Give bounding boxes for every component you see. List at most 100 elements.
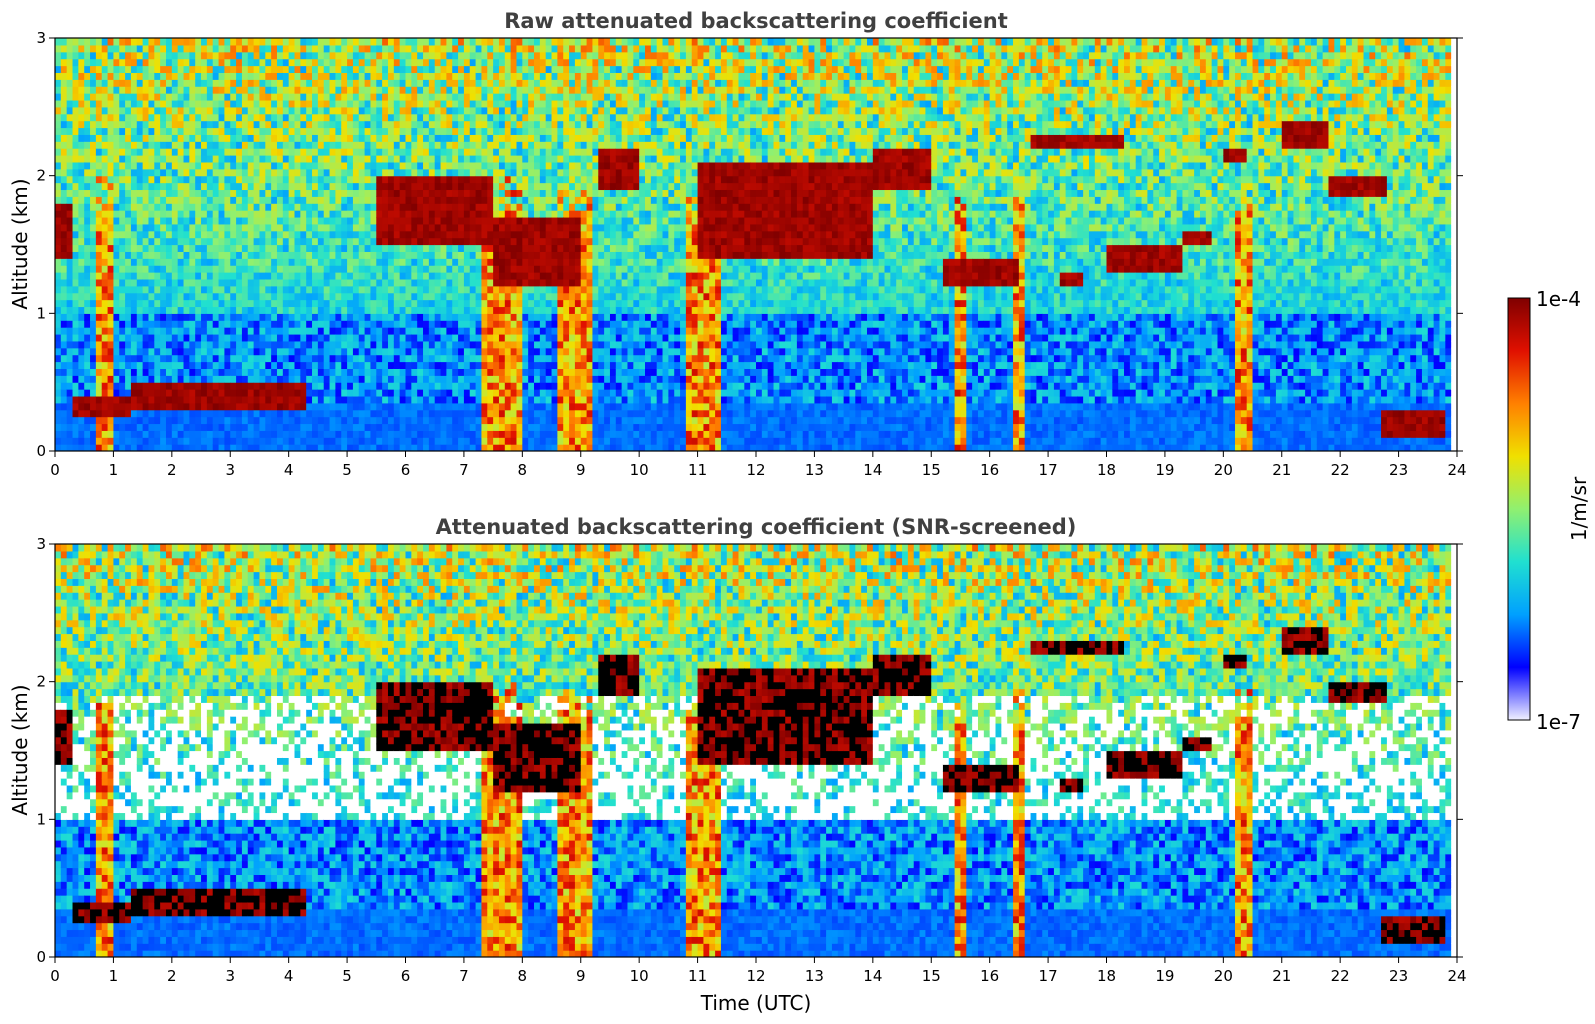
heatmap-cell	[312, 402, 319, 411]
heatmap-cell	[154, 430, 161, 438]
heatmap-cell	[405, 93, 412, 101]
heatmap-cell	[72, 320, 79, 328]
heatmap-cell	[84, 299, 91, 308]
heatmap-cell	[510, 244, 518, 252]
heatmap-cell	[224, 437, 231, 445]
heatmap-cell	[84, 175, 91, 184]
heatmap-cell	[469, 230, 477, 239]
heatmap-cell	[469, 189, 477, 197]
heatmap-cell	[241, 285, 249, 294]
heatmap-cell	[60, 409, 68, 418]
heatmap-cell	[183, 210, 190, 218]
heatmap-cell	[160, 65, 167, 74]
heatmap-cell	[341, 65, 348, 74]
heatmap-cell	[405, 106, 412, 115]
heatmap-cell	[224, 134, 231, 142]
heatmap-cell	[171, 437, 179, 445]
heatmap-cell	[423, 196, 430, 204]
heatmap-cell	[417, 272, 424, 280]
heatmap-cell	[458, 382, 465, 390]
heatmap-cell	[55, 258, 62, 266]
heatmap-cell	[504, 134, 512, 142]
heatmap-cell	[265, 333, 272, 342]
heatmap-cell	[469, 292, 477, 301]
heatmap-cell	[206, 58, 214, 67]
heatmap-cell	[189, 313, 196, 321]
heatmap-cell	[306, 444, 313, 451]
heatmap-cell	[294, 333, 301, 342]
heatmap-cell	[487, 175, 494, 184]
heatmap-cell	[376, 223, 383, 232]
heatmap-cell	[276, 409, 284, 418]
heatmap-cell	[528, 430, 535, 438]
heatmap-cell	[387, 423, 395, 431]
heatmap-cell	[201, 65, 208, 74]
heatmap-cell	[370, 127, 377, 135]
heatmap-cell	[183, 141, 190, 149]
heatmap-cell	[493, 168, 500, 177]
heatmap-cell	[347, 86, 354, 94]
heatmap-cell	[522, 327, 529, 335]
heatmap-cell	[148, 175, 155, 184]
heatmap-cell	[101, 416, 109, 425]
heatmap-cell	[101, 320, 109, 328]
heatmap-cell	[90, 382, 97, 390]
heatmap-cell	[469, 389, 477, 397]
heatmap-cell	[160, 285, 167, 294]
heatmap-cell	[142, 182, 150, 191]
heatmap-cell	[288, 120, 296, 129]
heatmap-cell	[72, 79, 79, 87]
heatmap-cell	[493, 182, 500, 191]
heatmap-cell	[55, 278, 62, 287]
heatmap-cell	[317, 175, 325, 184]
heatmap-cell	[341, 58, 348, 67]
heatmap-cell	[171, 285, 179, 294]
heatmap-cell	[475, 375, 483, 383]
heatmap-cell	[113, 72, 120, 80]
heatmap-cell	[440, 361, 447, 369]
heatmap-cell	[294, 168, 301, 177]
heatmap-cell	[218, 106, 226, 115]
heatmap-cell	[352, 216, 360, 225]
heatmap-cell	[504, 237, 512, 246]
heatmap-cell	[487, 79, 494, 87]
heatmap-cell	[528, 51, 535, 60]
heatmap-cell	[236, 134, 243, 142]
heatmap-cell	[212, 437, 220, 445]
heatmap-cell	[201, 161, 208, 170]
heatmap-cell	[206, 416, 214, 425]
heatmap-cell	[160, 51, 167, 60]
heatmap-cell	[452, 278, 459, 287]
heatmap-cell	[136, 389, 144, 397]
heatmap-cell	[510, 423, 518, 431]
heatmap-cell	[119, 230, 126, 239]
heatmap-cell	[236, 354, 243, 363]
heatmap-cell	[376, 38, 383, 46]
heatmap-cell	[72, 347, 79, 356]
heatmap-cell	[276, 99, 284, 108]
heatmap-cell	[101, 244, 109, 252]
heatmap-cell	[534, 299, 541, 308]
heatmap-cell	[463, 210, 471, 218]
heatmap-cell	[154, 93, 161, 101]
heatmap-cell	[241, 437, 249, 445]
heatmap-cell	[475, 368, 483, 376]
heatmap-cell	[95, 189, 103, 197]
heatmap-cell	[463, 395, 471, 404]
heatmap-cell	[504, 347, 512, 356]
heatmap-cell	[329, 244, 336, 252]
heatmap-cell	[130, 320, 138, 328]
heatmap-cell	[107, 272, 115, 280]
heatmap-cell	[101, 79, 109, 87]
heatmap-cell	[276, 258, 284, 266]
heatmap-cell	[60, 86, 68, 94]
heatmap-cell	[475, 395, 483, 404]
heatmap-cell	[522, 416, 529, 425]
heatmap-cell	[55, 106, 62, 115]
heatmap-cell	[265, 168, 272, 177]
heatmap-cell	[142, 375, 150, 383]
heatmap-cell	[212, 382, 220, 390]
heatmap-cell	[434, 278, 442, 287]
heatmap-cell	[498, 79, 506, 87]
heatmap-cell	[423, 148, 430, 156]
